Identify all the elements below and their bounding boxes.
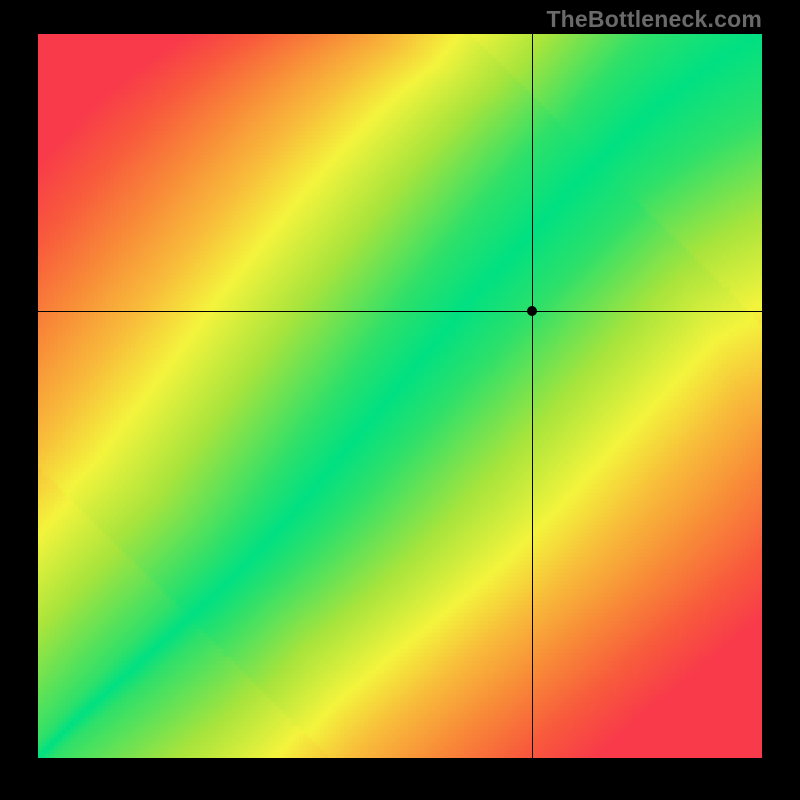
watermark-text: TheBottleneck.com — [546, 6, 762, 33]
bottleneck-heatmap — [38, 34, 762, 758]
figure-root: TheBottleneck.com — [0, 0, 800, 800]
crosshair-vertical — [532, 34, 533, 758]
crosshair-marker-dot — [527, 306, 537, 316]
crosshair-horizontal — [38, 311, 762, 312]
